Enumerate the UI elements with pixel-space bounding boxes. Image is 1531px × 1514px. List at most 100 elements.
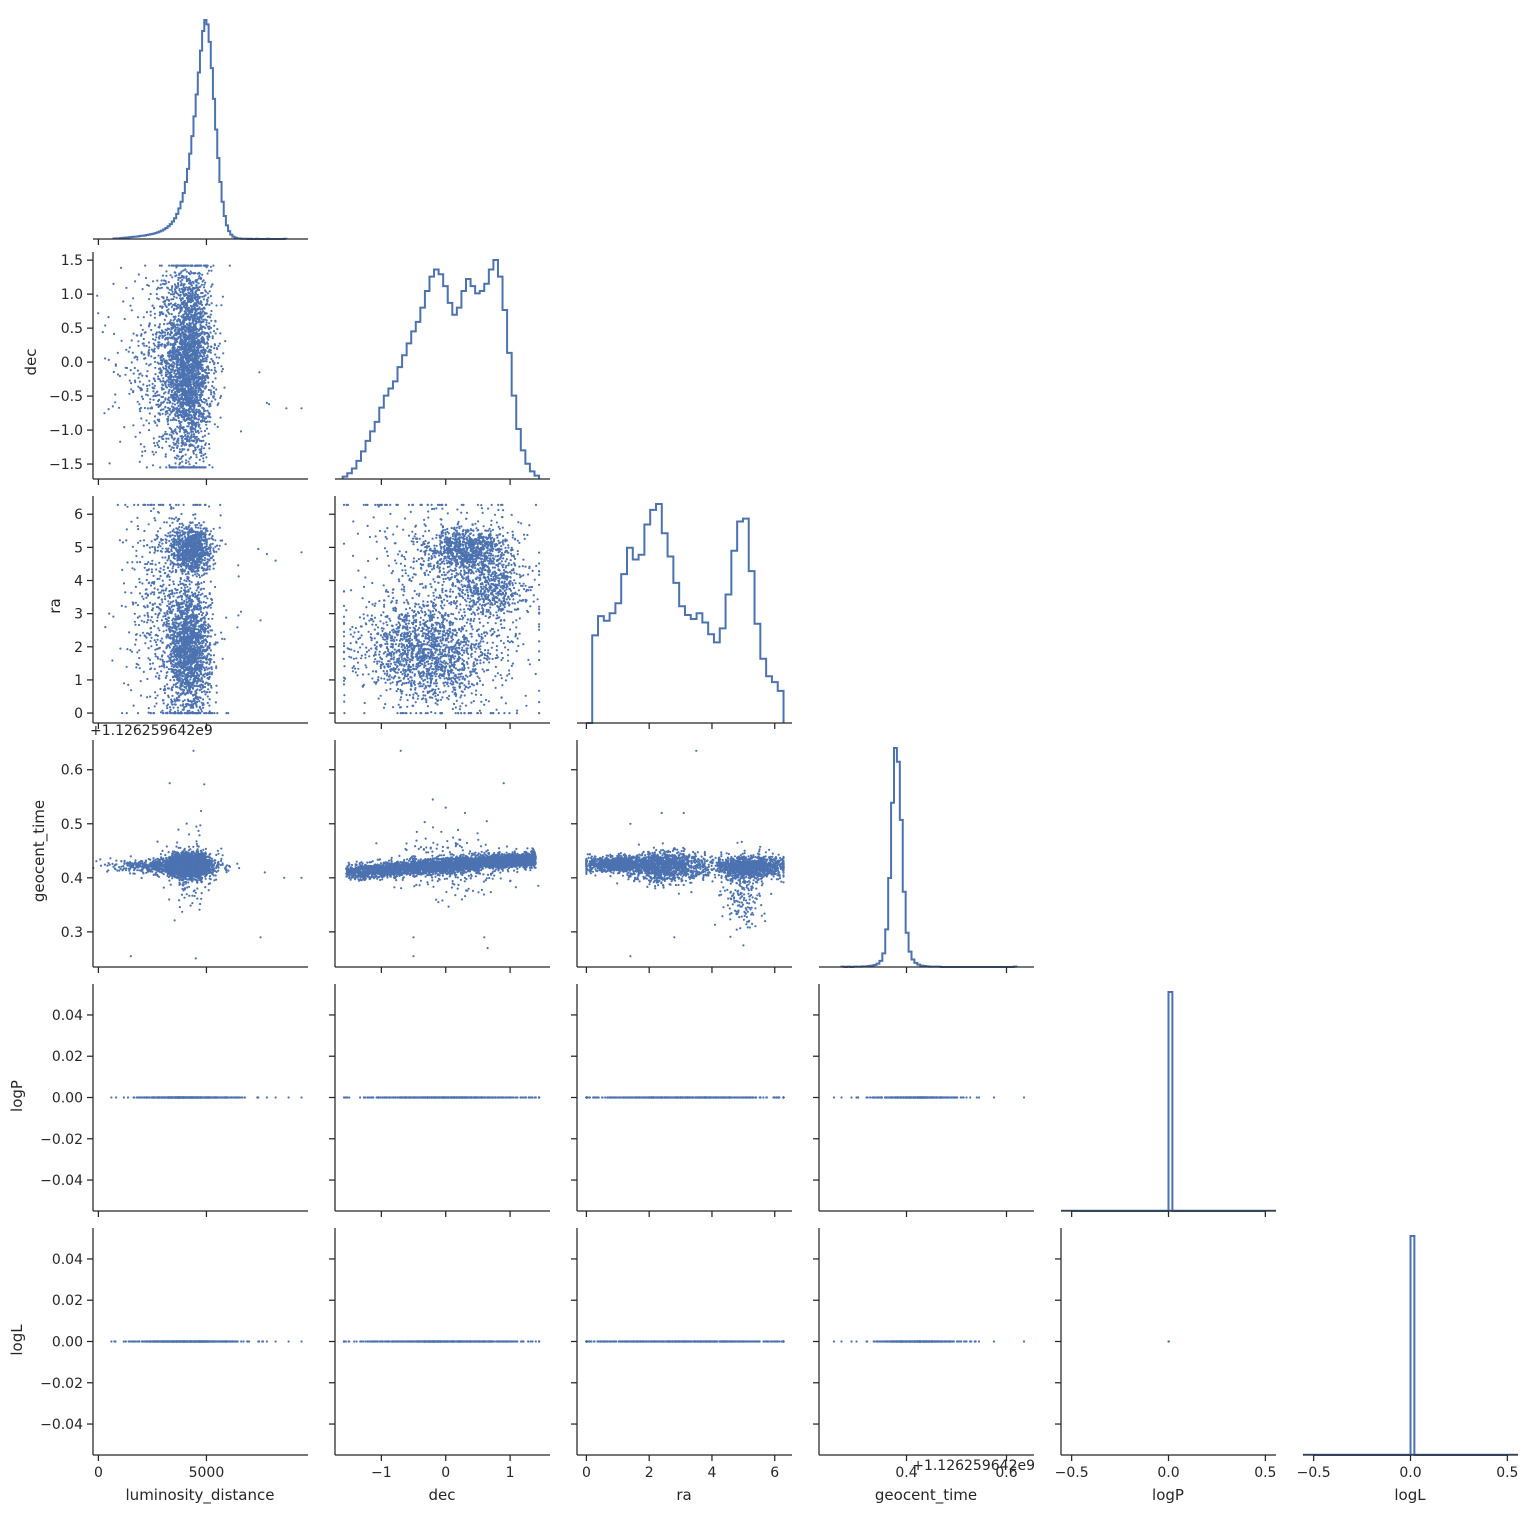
scatter-point	[200, 381, 202, 383]
scatter-point	[179, 348, 181, 350]
scatter-point	[212, 381, 214, 383]
scatter-point	[216, 356, 218, 358]
scatter-point	[188, 310, 190, 312]
scatter-point	[195, 454, 197, 456]
scatter-point	[200, 376, 202, 378]
scatter-point	[183, 418, 185, 420]
scatter-point	[165, 365, 167, 367]
scatter-point	[112, 405, 114, 407]
scatter-point	[144, 407, 146, 409]
scatter-point	[206, 265, 208, 267]
scatter-point	[193, 367, 195, 369]
scatter-point	[165, 368, 167, 370]
scatter-point	[186, 381, 188, 383]
scatter-point	[179, 309, 181, 311]
scatter-point	[206, 299, 208, 301]
scatter-point	[200, 277, 202, 279]
scatter-point	[220, 365, 222, 367]
scatter-point	[175, 305, 177, 307]
scatter-point	[176, 348, 178, 350]
scatter-point	[207, 272, 209, 274]
scatter-point	[140, 417, 142, 419]
scatter-point	[200, 399, 202, 401]
scatter-point	[190, 345, 192, 347]
scatter-point	[148, 349, 150, 351]
scatter-point	[202, 457, 204, 459]
scatter-point	[168, 464, 170, 466]
scatter-point	[140, 324, 142, 326]
scatter-point	[160, 409, 162, 411]
scatter-point	[184, 268, 186, 270]
scatter-point	[173, 362, 175, 364]
scatter-point	[174, 437, 176, 439]
scatter-point	[155, 404, 157, 406]
scatter-point	[165, 413, 167, 415]
scatter-point	[160, 284, 162, 286]
scatter-point	[167, 412, 169, 414]
scatter-point	[179, 304, 181, 306]
scatter-point	[206, 322, 208, 324]
scatter-point	[217, 426, 219, 428]
scatter-point	[188, 432, 190, 434]
scatter-point	[158, 399, 160, 401]
scatter-point	[180, 280, 182, 282]
scatter-point	[197, 439, 199, 441]
scatter-point	[178, 294, 180, 296]
scatter-point	[180, 299, 182, 301]
scatter-point	[192, 451, 194, 453]
scatter-point	[195, 304, 197, 306]
scatter-point	[113, 333, 115, 335]
scatter-point	[165, 375, 167, 377]
scatter-point	[191, 284, 193, 286]
scatter-point	[182, 298, 184, 300]
scatter-point	[181, 279, 183, 281]
scatter-point	[198, 275, 200, 277]
scatter-point	[178, 353, 180, 355]
histogram-panel-ra	[577, 504, 792, 729]
scatter-point	[197, 287, 199, 289]
scatter-point	[196, 394, 198, 396]
histogram-panel-logl: −0.5 0.0 0.5	[1297, 1236, 1519, 1481]
scatter-point	[181, 466, 183, 468]
scatter-point	[182, 399, 184, 401]
scatter-point	[187, 422, 189, 424]
scatter-point	[146, 390, 148, 392]
scatter-point	[195, 442, 197, 444]
scatter-point	[187, 289, 189, 291]
scatter-point	[169, 434, 171, 436]
scatter-point	[202, 292, 204, 294]
scatter-point	[222, 296, 224, 298]
x-tick-label: 0.0	[1399, 1465, 1421, 1481]
scatter-point	[168, 303, 170, 305]
scatter-point	[191, 306, 193, 308]
scatter-point	[185, 351, 187, 353]
scatter-point	[202, 454, 204, 456]
scatter-point	[193, 399, 195, 401]
scatter-point	[164, 319, 166, 321]
scatter-point	[155, 336, 157, 338]
scatter-point	[209, 316, 211, 318]
scatter-point	[200, 430, 202, 432]
scatter-point	[180, 403, 182, 405]
scatter-point	[197, 349, 199, 351]
scatter-point	[175, 393, 177, 395]
scatter-point	[178, 312, 180, 314]
scatter-point	[165, 456, 167, 458]
scatter-point	[200, 301, 202, 303]
scatter-point	[182, 427, 184, 429]
scatter-point	[193, 314, 195, 316]
scatter-point	[158, 412, 160, 414]
scatter-point	[183, 370, 185, 372]
scatter-point	[201, 351, 203, 353]
scatter-point	[171, 328, 173, 330]
scatter-point	[190, 443, 192, 445]
scatter-point	[195, 284, 197, 286]
scatter-point	[185, 394, 187, 396]
scatter-point	[169, 414, 171, 416]
scatter-point	[205, 424, 207, 426]
scatter-point	[192, 408, 194, 410]
scatter-point	[154, 373, 156, 375]
scatter-point	[138, 273, 140, 275]
scatter-point	[196, 328, 198, 330]
scatter-point	[200, 440, 202, 442]
